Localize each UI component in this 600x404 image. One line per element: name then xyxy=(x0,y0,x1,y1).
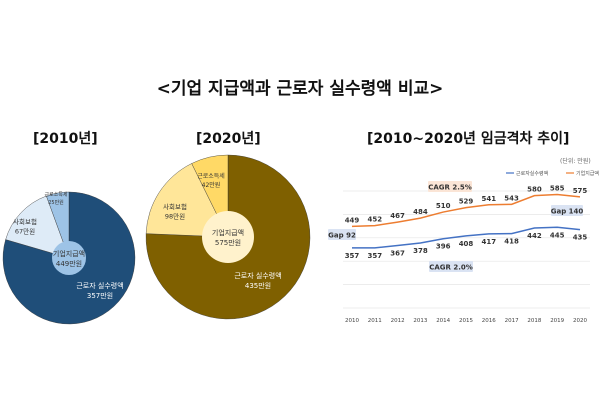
x-tick-label: 2019 xyxy=(550,318,564,324)
x-tick-label: 2016 xyxy=(482,318,496,324)
data-label: 541 xyxy=(481,195,496,203)
pie-slice xyxy=(2,191,136,325)
x-tick-label: 2013 xyxy=(413,318,427,324)
x-tick-label: 2020 xyxy=(573,318,587,324)
annotation-text: CAGR 2.5% xyxy=(428,184,472,192)
data-label: 543 xyxy=(504,194,519,202)
slice-label: 근로소득세 xyxy=(197,172,225,180)
data-label: 408 xyxy=(459,240,474,248)
data-label: 442 xyxy=(527,232,542,240)
legend-label: 근로자실수령액 xyxy=(516,170,549,177)
pie-center xyxy=(52,241,86,275)
slice-value: 357만원 xyxy=(87,291,113,300)
main-title: <기업 지급액과 근로자 실수령액 비교> xyxy=(156,79,444,99)
slice-label: 근로자 실수령액 xyxy=(234,271,281,280)
data-label: 452 xyxy=(367,216,382,224)
data-label: 417 xyxy=(481,238,496,246)
annotation-box xyxy=(429,261,473,272)
center-label: 기업지급액 xyxy=(212,228,244,237)
slice-value: 435만원 xyxy=(245,281,271,290)
annotation-text: Gap 140 xyxy=(551,208,584,216)
data-label: 467 xyxy=(390,212,405,220)
center-value: 449만원 xyxy=(56,259,82,268)
slice-value: 25만원 xyxy=(48,199,64,206)
data-label: 449 xyxy=(345,216,360,224)
pie-slice xyxy=(5,195,70,259)
data-label: 529 xyxy=(459,198,474,206)
slice-label: 근로자 실수령액 xyxy=(76,281,123,290)
slice-label: 근로소득세 xyxy=(44,191,67,198)
x-tick-label: 2017 xyxy=(505,318,519,324)
x-tick-label: 2015 xyxy=(459,318,473,324)
data-label: 585 xyxy=(550,185,565,193)
x-tick-label: 2011 xyxy=(368,318,382,324)
slice-label: 사회보험 xyxy=(163,202,187,211)
x-tick-label: 2012 xyxy=(391,318,405,324)
pie-slice xyxy=(145,163,229,238)
annotation-text: Gap 92 xyxy=(328,232,356,240)
data-label: 435 xyxy=(573,234,588,242)
slice-value: 98만원 xyxy=(165,212,185,221)
data-label: 357 xyxy=(345,252,360,260)
annotation-text: CAGR 2.0% xyxy=(429,264,473,272)
data-label: 484 xyxy=(413,208,428,216)
center-value: 575만원 xyxy=(215,238,241,247)
center-label: 기업지급액 xyxy=(53,249,85,258)
pie-2020-title: [2020년] xyxy=(196,131,261,147)
annotation-box xyxy=(551,205,583,216)
pie-center xyxy=(202,211,254,263)
data-label: 575 xyxy=(573,187,588,195)
data-label: 445 xyxy=(550,231,565,239)
data-label: 510 xyxy=(436,202,451,210)
series-line xyxy=(351,193,581,228)
legend-label: 기업지급액 xyxy=(576,170,599,177)
x-tick-label: 2014 xyxy=(436,318,450,324)
data-label: 357 xyxy=(367,252,382,260)
slice-value: 42만원 xyxy=(202,181,221,189)
x-tick-label: 2018 xyxy=(527,318,541,324)
slice-value: 67만원 xyxy=(15,227,35,236)
x-tick-label: 2010 xyxy=(345,318,359,324)
pie-slice xyxy=(46,191,70,259)
unit-note: (단위: 만원) xyxy=(560,158,591,165)
pie-2010-title: [2010년] xyxy=(33,131,98,147)
data-label: 367 xyxy=(390,250,405,258)
annotation-box xyxy=(428,181,472,192)
data-label: 378 xyxy=(413,247,428,255)
series-line xyxy=(352,226,581,249)
data-label: 418 xyxy=(504,238,519,246)
data-label: 396 xyxy=(436,243,451,251)
line-chart-title: [2010~2020년 임금격차 추이] xyxy=(367,131,570,147)
data-label: 580 xyxy=(527,186,542,194)
annotation-box xyxy=(328,229,356,240)
slice-label: 사회보험 xyxy=(13,217,37,226)
